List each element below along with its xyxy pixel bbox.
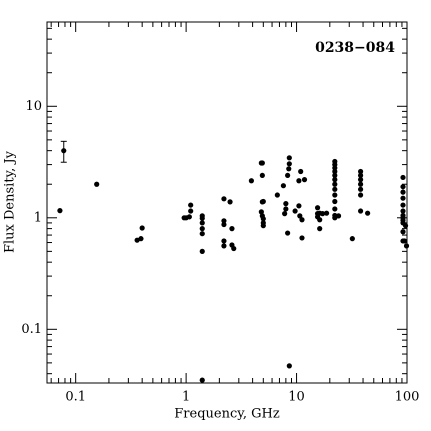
data-point xyxy=(319,211,326,217)
y-axis-label: Flux Density, Jy xyxy=(3,150,18,253)
data-point xyxy=(186,214,192,220)
y-tick-label: 0.1 xyxy=(21,322,42,337)
data-point xyxy=(402,223,409,229)
data-point xyxy=(221,243,227,249)
plot-frame xyxy=(46,21,408,384)
data-point xyxy=(259,172,265,179)
data-point xyxy=(349,236,355,242)
data-point xyxy=(401,238,408,244)
data-point xyxy=(314,205,321,211)
data-point xyxy=(248,178,254,184)
data-point xyxy=(332,168,338,175)
data-point xyxy=(260,198,266,205)
data-point xyxy=(357,177,364,183)
chart-title: 0238−084 xyxy=(315,40,395,56)
data-point xyxy=(139,225,145,231)
data-point xyxy=(286,363,292,369)
data-point xyxy=(400,208,406,214)
data-point xyxy=(221,221,227,228)
data-point xyxy=(297,213,303,219)
x-tick-label: 100 xyxy=(395,390,420,405)
data-point xyxy=(188,208,194,214)
data-point xyxy=(296,178,302,184)
data-point xyxy=(188,202,194,208)
data-point xyxy=(400,202,406,208)
data-point xyxy=(323,210,330,216)
data-point xyxy=(138,236,144,242)
data-point xyxy=(299,217,305,223)
data-point xyxy=(296,203,302,209)
data-point xyxy=(227,199,233,205)
data-point xyxy=(57,208,63,214)
data-point xyxy=(357,172,364,179)
data-point xyxy=(365,210,371,216)
data-point xyxy=(400,229,406,235)
data-point xyxy=(400,195,406,201)
data-point xyxy=(332,192,338,198)
data-point xyxy=(199,377,205,383)
data-point xyxy=(199,215,205,221)
x-axis-label: Frequency, GHz xyxy=(174,407,280,422)
data-point xyxy=(260,216,266,222)
data-point xyxy=(199,220,205,226)
data-point xyxy=(332,186,338,192)
data-point xyxy=(292,208,298,214)
data-point xyxy=(285,230,291,236)
data-point xyxy=(332,177,338,183)
data-point xyxy=(332,206,338,212)
y-tick-label: 10 xyxy=(25,99,42,114)
data-point xyxy=(335,213,342,219)
data-point xyxy=(400,189,406,195)
data-point xyxy=(221,196,227,202)
data-point xyxy=(400,174,406,181)
data-point xyxy=(332,172,338,179)
data-point xyxy=(299,235,305,241)
data-point xyxy=(357,208,364,214)
data-point xyxy=(285,172,291,179)
data-point xyxy=(317,217,323,223)
y-tick-label: 1 xyxy=(34,210,42,225)
data-point xyxy=(221,238,227,244)
x-tick-label: 1 xyxy=(182,390,190,405)
data-point xyxy=(317,226,323,232)
data-point xyxy=(332,165,338,171)
data-point xyxy=(357,192,364,198)
data-point xyxy=(357,168,364,175)
x-tick-label: 10 xyxy=(288,390,305,405)
data-point xyxy=(298,168,304,175)
x-tick-label: 0.1 xyxy=(65,390,86,405)
data-point xyxy=(199,248,205,254)
data-point xyxy=(221,218,227,224)
data-point xyxy=(283,201,289,207)
data-point xyxy=(199,226,205,232)
data-point xyxy=(301,177,308,183)
data-point xyxy=(199,231,205,237)
data-point xyxy=(258,209,264,215)
data-point xyxy=(61,148,67,154)
data-point xyxy=(260,223,266,229)
data-point xyxy=(357,186,364,192)
data-point xyxy=(400,184,406,190)
data-point xyxy=(286,161,292,167)
data-point xyxy=(403,243,410,249)
data-point xyxy=(94,181,100,187)
data-point xyxy=(357,181,364,187)
data-point xyxy=(229,226,235,232)
data-point xyxy=(274,192,280,198)
data-point xyxy=(282,211,288,217)
data-point xyxy=(332,181,338,187)
data-point xyxy=(283,206,289,212)
data-point xyxy=(332,198,338,205)
data-point xyxy=(280,183,286,189)
data-point xyxy=(259,160,265,166)
data-point xyxy=(286,155,292,161)
data-point xyxy=(286,166,292,172)
data-point xyxy=(231,245,237,252)
